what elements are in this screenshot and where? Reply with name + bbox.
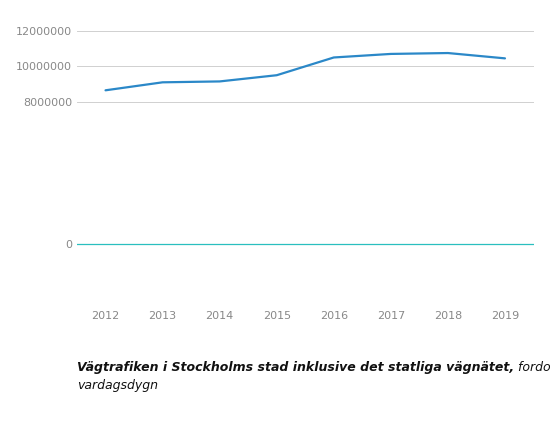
Text: vardagsdygn: vardagsdygn	[77, 379, 158, 392]
Text: Vägtrafiken i Stockholms stad inklusive det statliga vägnätet,: Vägtrafiken i Stockholms stad inklusive …	[77, 361, 514, 374]
Text: fordonskilometer per: fordonskilometer per	[514, 361, 550, 374]
